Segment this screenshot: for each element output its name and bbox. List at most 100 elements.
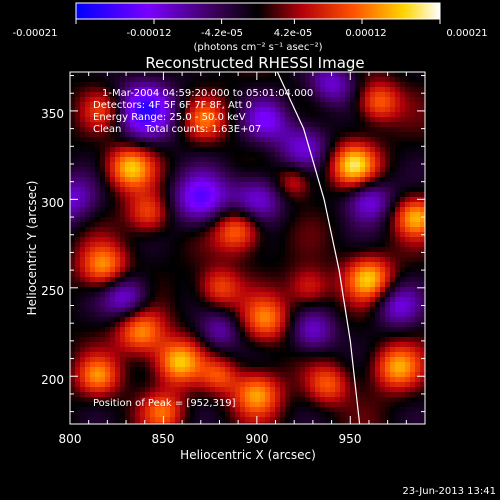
heatmap-cell <box>170 372 176 378</box>
heatmap-cell <box>255 347 261 353</box>
heatmap-cell <box>80 262 86 268</box>
heatmap-cell <box>380 217 386 223</box>
heatmap-cell <box>355 342 361 348</box>
heatmap-cell <box>355 387 361 393</box>
heatmap-cell <box>405 347 411 353</box>
heatmap-cell <box>235 312 241 318</box>
heatmap-cell <box>375 192 381 198</box>
heatmap-cell <box>120 177 126 183</box>
heatmap-cell <box>325 272 331 278</box>
heatmap-cell <box>400 382 406 388</box>
heatmap-cell <box>395 412 401 418</box>
heatmap-cell <box>310 227 316 233</box>
heatmap-cell <box>290 287 296 293</box>
heatmap-cell <box>305 382 311 388</box>
heatmap-cell <box>180 167 186 173</box>
heatmap-cell <box>370 392 376 398</box>
heatmap-cell <box>225 262 231 268</box>
heatmap-cell <box>385 137 391 143</box>
heatmap-cell <box>365 367 371 373</box>
heatmap-cell <box>400 142 406 148</box>
heatmap-cell <box>125 262 131 268</box>
heatmap-cell <box>415 407 421 413</box>
heatmap-cell <box>90 197 96 203</box>
heatmap-cell <box>415 332 421 338</box>
heatmap-cell <box>250 227 256 233</box>
heatmap-cell <box>275 247 281 253</box>
heatmap-cell <box>160 357 166 363</box>
heatmap-cell <box>160 252 166 258</box>
heatmap-cell <box>390 367 396 373</box>
heatmap-cell <box>345 212 351 218</box>
heatmap-cell <box>165 307 171 313</box>
heatmap-cell <box>80 142 86 148</box>
heatmap-cell <box>190 217 196 223</box>
heatmap-cell <box>120 127 126 133</box>
heatmap-cell <box>75 337 81 343</box>
heatmap-cell <box>245 172 251 178</box>
heatmap-cell <box>290 262 296 268</box>
heatmap-cell <box>130 237 136 243</box>
heatmap-cell <box>110 202 116 208</box>
heatmap-cell <box>150 257 156 263</box>
heatmap-cell <box>70 387 76 393</box>
heatmap-cell <box>290 267 296 273</box>
heatmap-cell <box>230 277 236 283</box>
heatmap-cell <box>145 257 151 263</box>
heatmap-cell <box>110 347 116 353</box>
heatmap-cell <box>230 157 236 163</box>
heatmap-cell <box>245 152 251 158</box>
heatmap-cell <box>160 237 166 243</box>
heatmap-cell <box>285 77 291 83</box>
heatmap-cell <box>320 417 326 423</box>
heatmap-cell <box>75 307 81 313</box>
heatmap-cell <box>150 242 156 248</box>
heatmap-cell <box>375 72 381 78</box>
heatmap-cell <box>205 162 211 168</box>
heatmap-cell <box>330 412 336 418</box>
heatmap-cell <box>75 297 81 303</box>
heatmap-cell <box>295 147 301 153</box>
heatmap-cell <box>300 157 306 163</box>
heatmap-cell <box>365 407 371 413</box>
heatmap-cell <box>405 342 411 348</box>
heatmap-cell <box>175 207 181 213</box>
heatmap-cell <box>165 367 171 373</box>
heatmap-cell <box>335 117 341 123</box>
heatmap-cell <box>340 112 346 118</box>
heatmap-cell <box>80 137 86 143</box>
heatmap-cell <box>385 202 391 208</box>
heatmap-cell <box>180 112 186 118</box>
heatmap-cell <box>345 187 351 193</box>
heatmap-cell <box>400 312 406 318</box>
heatmap-cell <box>220 302 226 308</box>
heatmap-cell <box>375 332 381 338</box>
heatmap-cell <box>160 247 166 253</box>
heatmap-cell <box>185 402 191 408</box>
heatmap-cell <box>80 322 86 328</box>
heatmap-cell <box>120 292 126 298</box>
heatmap-cell <box>290 227 296 233</box>
heatmap-cell <box>385 372 391 378</box>
heatmap-cell <box>155 307 161 313</box>
heatmap-cell <box>110 77 116 83</box>
heatmap-cell <box>200 227 206 233</box>
heatmap-cell <box>75 292 81 298</box>
heatmap-cell <box>400 262 406 268</box>
heatmap-cell <box>240 267 246 273</box>
heatmap-cell <box>255 262 261 268</box>
heatmap-cell <box>295 152 301 158</box>
heatmap-cell <box>330 272 336 278</box>
heatmap-cell <box>375 127 381 133</box>
heatmap-cell <box>335 257 341 263</box>
heatmap-cell <box>165 132 171 138</box>
heatmap-cell <box>410 162 416 168</box>
heatmap-cell <box>200 257 206 263</box>
heatmap-cell <box>100 92 106 98</box>
heatmap-cell <box>90 302 96 308</box>
heatmap-cell <box>140 97 146 103</box>
heatmap-cell <box>315 382 321 388</box>
heatmap-cell <box>355 177 361 183</box>
heatmap-cell <box>360 272 366 278</box>
heatmap-cell <box>365 252 371 258</box>
